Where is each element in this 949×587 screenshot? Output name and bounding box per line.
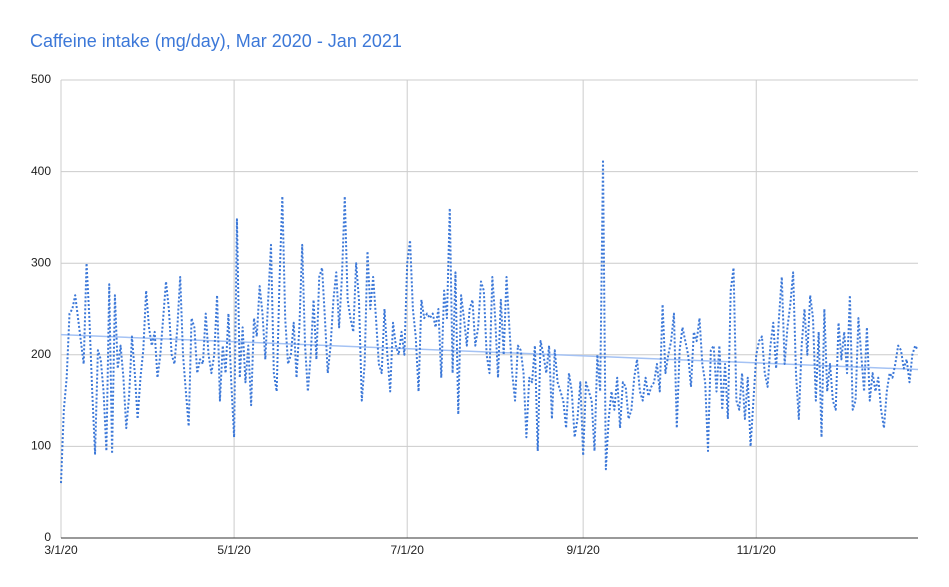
chart-title: Caffeine intake (mg/day), Mar 2020 - Jan…: [30, 31, 402, 51]
x-tick-label: 11/1/20: [737, 543, 776, 557]
y-tick-label: 200: [31, 347, 51, 361]
x-tick-label: 7/1/20: [391, 543, 425, 557]
x-tick-label: 5/1/20: [217, 543, 251, 557]
x-tick-label: 9/1/20: [566, 543, 600, 557]
y-tick-label: 0: [44, 530, 51, 544]
y-tick-label: 100: [31, 439, 51, 453]
data-line: [60, 158, 919, 484]
x-tick-label: 3/1/20: [44, 543, 78, 557]
y-tick-label: 400: [31, 164, 51, 178]
y-tick-label: 300: [31, 255, 51, 269]
y-tick-label: 500: [31, 72, 51, 86]
